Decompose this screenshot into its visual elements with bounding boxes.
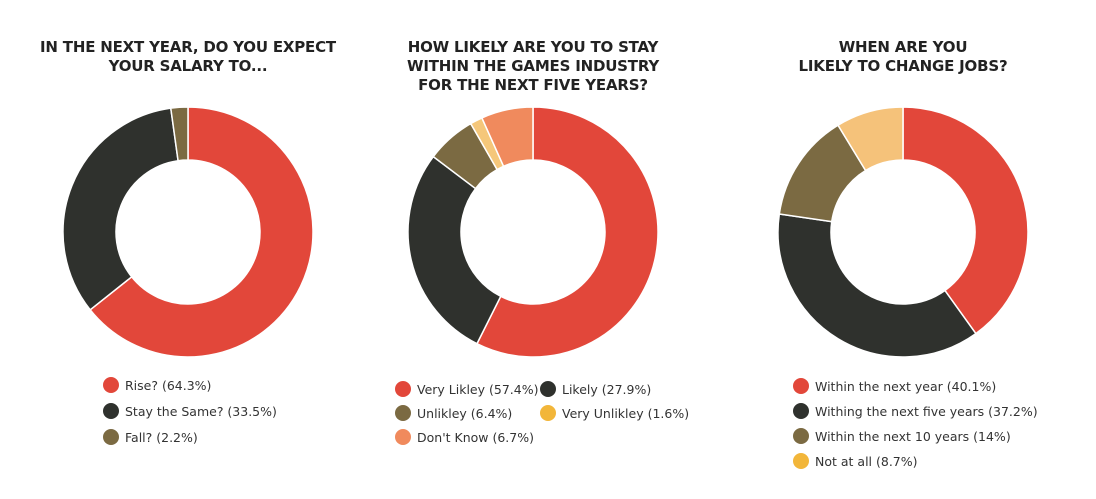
legend-item: Fall? (2.2%) (103, 429, 198, 445)
legend-swatch (395, 429, 411, 445)
legend-swatch (793, 428, 809, 444)
legend-swatch (540, 405, 556, 421)
legend-swatch (103, 403, 119, 419)
chart-title: WHEN ARE YOU LIKELY TO CHANGE JOBS? (798, 38, 1008, 75)
legend-label: Very Likley (57.4%) (417, 381, 539, 397)
donut-chart (407, 106, 659, 358)
legend-label: Within the next 10 years (14%) (815, 428, 1011, 444)
chart-title: HOW LIKELY ARE YOU TO STAY WITHIN THE GA… (406, 38, 660, 94)
legend-label: Stay the Same? (33.5%) (125, 403, 277, 419)
slice-very-likley (475, 106, 659, 358)
slice-fall (169, 106, 189, 162)
legend-item: Not at all (8.7%) (793, 453, 918, 469)
legend-swatch (540, 381, 556, 397)
slice-stay-the-same (62, 107, 179, 311)
legend-label: Don't Know (6.7%) (417, 429, 534, 445)
legend-label: Very Unlikley (1.6%) (562, 405, 690, 421)
legend-label: Not at all (8.7%) (815, 453, 918, 469)
legend-item: Very Likley (57.4%) (395, 381, 538, 397)
legend-swatch (395, 405, 411, 421)
legend-item: Very Unlikley (1.6%) (540, 405, 689, 421)
legend-swatch (793, 378, 809, 394)
legend-label: Within the next year (40.1%) (815, 378, 997, 394)
legend-item: Rise? (64.3%) (103, 377, 211, 393)
legend-label: Unlikley (6.4%) (417, 405, 513, 421)
legend-item: Withing the next five years (37.2%) (793, 403, 1038, 419)
slice-within-the-next-year (902, 106, 1029, 335)
slice-not-at-all (836, 106, 904, 172)
chart-panel-1: IN THE NEXT YEAR, DO YOU EXPECT YOUR SAL… (18, 0, 358, 499)
legend-swatch (793, 403, 809, 419)
legend-label: Rise? (64.3%) (125, 377, 212, 393)
legend-swatch (103, 429, 119, 445)
slice-rise (89, 106, 314, 358)
donut-chart (62, 106, 314, 358)
legend-item: Within the next year (40.1%) (793, 378, 996, 394)
chart-title: IN THE NEXT YEAR, DO YOU EXPECT YOUR SAL… (40, 38, 336, 75)
legend-item: Likely (27.9%) (540, 381, 651, 397)
legend-label: Withing the next five years (37.2%) (815, 403, 1038, 419)
legend-swatch (395, 381, 411, 397)
legend-item: Stay the Same? (33.5%) (103, 403, 277, 419)
legend-item: Within the next 10 years (14%) (793, 428, 1011, 444)
legend-label: Likely (27.9%) (562, 381, 652, 397)
slice-withing-the-next-five-years (777, 213, 977, 358)
chart-panel-3: WHEN ARE YOU LIKELY TO CHANGE JOBS? Withi… (733, 0, 1073, 499)
legend-swatch (103, 377, 119, 393)
legend-swatch (793, 453, 809, 469)
legend-label: Fall? (2.2%) (125, 429, 198, 445)
legend-item: Unlikley (6.4%) (395, 405, 512, 421)
slice-likely (407, 155, 502, 345)
chart-panel-2: HOW LIKELY ARE YOU TO STAY WITHIN THE GA… (363, 0, 703, 499)
legend-item: Don't Know (6.7%) (395, 429, 534, 445)
slice-don-t-know (480, 106, 534, 168)
donut-chart (777, 106, 1029, 358)
